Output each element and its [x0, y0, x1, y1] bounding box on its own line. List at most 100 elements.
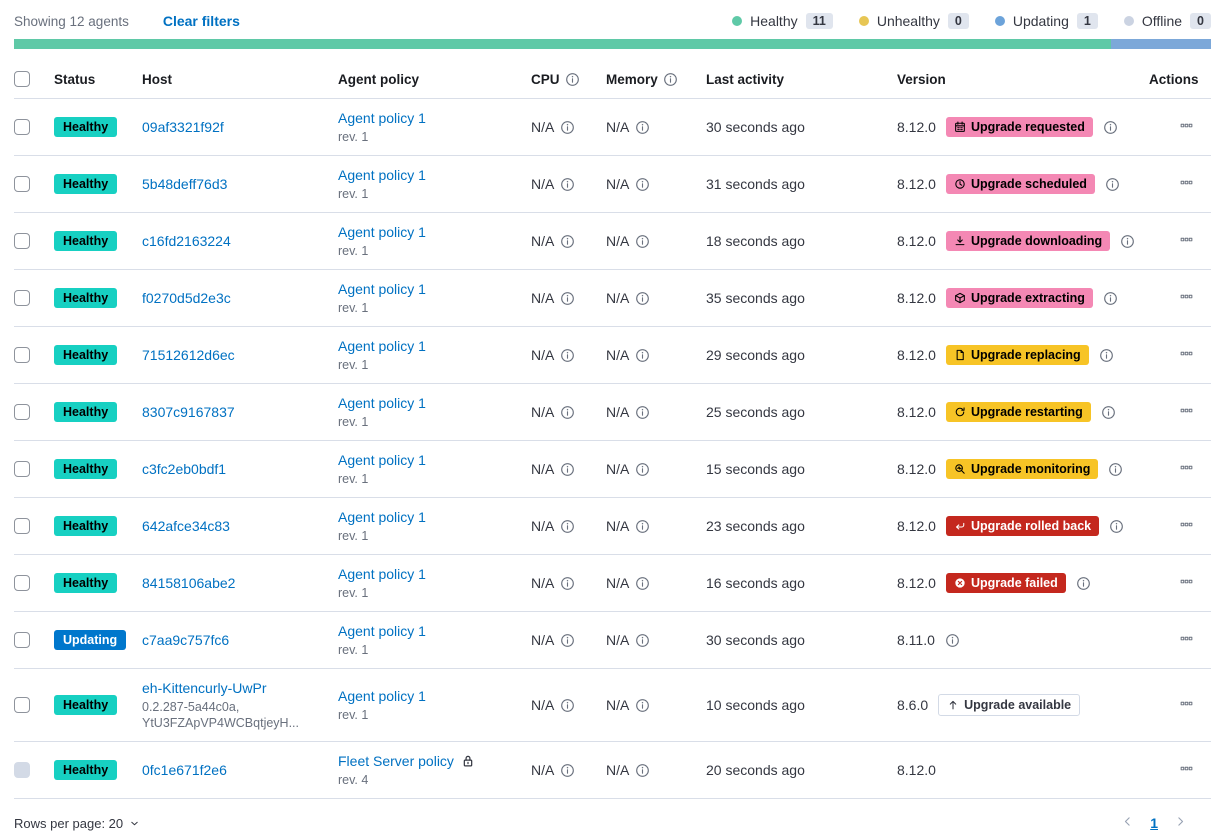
row-actions-button[interactable] — [1178, 630, 1195, 650]
table-row: Healthy 0fc1e671f2e6 Fleet Server policy re… — [14, 742, 1211, 799]
host-link[interactable]: c3fc2eb0bdf1 — [142, 461, 227, 477]
upgrade-info-icon[interactable] — [1108, 462, 1123, 477]
row-checkbox[interactable] — [14, 404, 30, 420]
row-actions-button[interactable] — [1178, 174, 1195, 194]
legend-count-badge: 1 — [1076, 13, 1098, 29]
cpu-info-icon[interactable] — [560, 234, 575, 249]
row-actions-button[interactable] — [1178, 573, 1195, 593]
row-actions-button[interactable] — [1178, 516, 1195, 536]
agent-policy-link[interactable]: Agent policy 1 — [338, 167, 426, 183]
agent-policy-link[interactable]: Agent policy 1 — [338, 395, 426, 411]
upgrade-status-badge: Upgrade monitoring — [945, 459, 1099, 479]
cpu-info-icon[interactable] — [560, 576, 575, 591]
agent-policy-link[interactable]: Agent policy 1 — [338, 110, 426, 126]
row-checkbox[interactable] — [14, 347, 30, 363]
upgrade-info-icon[interactable] — [1105, 177, 1120, 192]
cpu-info-icon[interactable] — [560, 519, 575, 534]
row-checkbox[interactable] — [14, 575, 30, 591]
memory-info-icon[interactable] — [635, 633, 650, 648]
select-all-checkbox[interactable] — [14, 71, 30, 87]
memory-info-icon[interactable] — [635, 234, 650, 249]
host-link[interactable]: 642afce34c83 — [142, 518, 230, 534]
row-checkbox[interactable] — [14, 290, 30, 306]
memory-info-icon[interactable] — [635, 405, 650, 420]
row-actions-button[interactable] — [1178, 695, 1195, 715]
agent-version: 8.12.0 — [897, 404, 936, 420]
host-link[interactable]: 71512612d6ec — [142, 347, 235, 363]
memory-info-icon[interactable] — [635, 519, 650, 534]
agent-policy-link[interactable]: Agent policy 1 — [338, 566, 426, 582]
row-actions-button[interactable] — [1178, 117, 1195, 137]
table-row: Healthy c3fc2eb0bdf1 Agent policy 1 rev. 1 N… — [14, 441, 1211, 498]
host-link[interactable]: c7aa9c757fc6 — [142, 632, 230, 648]
agent-policy-link[interactable]: Agent policy 1 — [338, 688, 426, 704]
upgrade-info-icon[interactable] — [1101, 405, 1116, 420]
agent-policy-link[interactable]: Agent policy 1 — [338, 224, 426, 240]
agent-policy-link[interactable]: Agent policy 1 — [338, 452, 426, 468]
agent-policy-link[interactable]: Agent policy 1 — [338, 623, 426, 639]
cpu-info-icon[interactable] — [560, 177, 575, 192]
memory-info-icon[interactable] — [635, 291, 650, 306]
agent-policy-link[interactable]: Fleet Server policy — [338, 753, 454, 769]
memory-info-icon[interactable] — [635, 462, 650, 477]
host-link[interactable]: 84158106abe2 — [142, 575, 236, 591]
upgrade-info-icon[interactable] — [1103, 291, 1118, 306]
host-link[interactable]: f0270d5d2e3c — [142, 290, 231, 306]
cpu-info-icon[interactable] — [560, 405, 575, 420]
cpu-info-icon[interactable] — [560, 291, 575, 306]
host-link[interactable]: 09af3321f92f — [142, 119, 224, 135]
cpu-info-icon[interactable] — [560, 120, 575, 135]
memory-info-icon[interactable] — [635, 763, 650, 778]
row-checkbox[interactable] — [14, 518, 30, 534]
upgrade-status-badge: Upgrade scheduled — [945, 174, 1095, 194]
row-checkbox[interactable] — [14, 461, 30, 477]
memory-info-icon[interactable] — [635, 120, 650, 135]
agent-policy-link[interactable]: Agent policy 1 — [338, 509, 426, 525]
upgrade-info-icon[interactable] — [1120, 234, 1135, 249]
memory-info-icon[interactable] — [635, 177, 650, 192]
row-actions-button[interactable] — [1178, 345, 1195, 365]
cpu-info-icon[interactable] — [560, 462, 575, 477]
row-checkbox[interactable] — [14, 697, 30, 713]
next-page-button[interactable] — [1172, 813, 1189, 833]
host-link[interactable]: eh-Kittencurly-UwPr — [142, 680, 267, 696]
status-badge: Healthy — [54, 573, 118, 593]
upgrade-info-icon[interactable] — [1103, 120, 1118, 135]
row-actions-button[interactable] — [1178, 231, 1195, 251]
rows-per-page-button[interactable]: Rows per page: 20 — [14, 816, 140, 831]
info-icon[interactable] — [663, 72, 678, 87]
agent-policy-link[interactable]: Agent policy 1 — [338, 281, 426, 297]
upgrade-info-icon[interactable] — [1109, 519, 1124, 534]
upgrade-info-icon[interactable] — [1099, 348, 1114, 363]
upgrade-info-icon[interactable] — [1076, 576, 1091, 591]
info-icon[interactable] — [565, 72, 580, 87]
host-link[interactable]: 0fc1e671f2e6 — [142, 762, 227, 778]
row-actions-button[interactable] — [1178, 288, 1195, 308]
row-checkbox[interactable] — [14, 233, 30, 249]
row-checkbox[interactable] — [14, 632, 30, 648]
row-checkbox[interactable] — [14, 119, 30, 135]
host-link[interactable]: c16fd2163224 — [142, 233, 231, 249]
row-actions-button[interactable] — [1178, 760, 1195, 780]
upgrade-info-icon[interactable] — [945, 633, 960, 648]
row-checkbox[interactable] — [14, 176, 30, 192]
agent-policy-link[interactable]: Agent policy 1 — [338, 338, 426, 354]
clock-icon — [954, 178, 966, 190]
agent-version: 8.6.0 — [897, 697, 929, 713]
host-link[interactable]: 8307c9167837 — [142, 404, 235, 420]
memory-info-icon[interactable] — [635, 698, 650, 713]
memory-info-icon[interactable] — [635, 348, 650, 363]
clear-filters-link[interactable]: Clear filters — [162, 13, 240, 29]
row-actions-button[interactable] — [1178, 402, 1195, 422]
memory-info-icon[interactable] — [635, 576, 650, 591]
row-actions-button[interactable] — [1178, 459, 1195, 479]
agent-list-toolbar: Showing 12 agents Clear filters Healthy 1… — [14, 0, 1211, 39]
cpu-info-icon[interactable] — [560, 348, 575, 363]
page-number-1[interactable]: 1 — [1150, 815, 1158, 831]
host-link[interactable]: 5b48deff76d3 — [142, 176, 228, 192]
cpu-info-icon[interactable] — [560, 633, 575, 648]
actions-icon — [1180, 762, 1193, 775]
previous-page-button[interactable] — [1119, 813, 1136, 833]
cpu-info-icon[interactable] — [560, 698, 575, 713]
cpu-info-icon[interactable] — [560, 763, 575, 778]
